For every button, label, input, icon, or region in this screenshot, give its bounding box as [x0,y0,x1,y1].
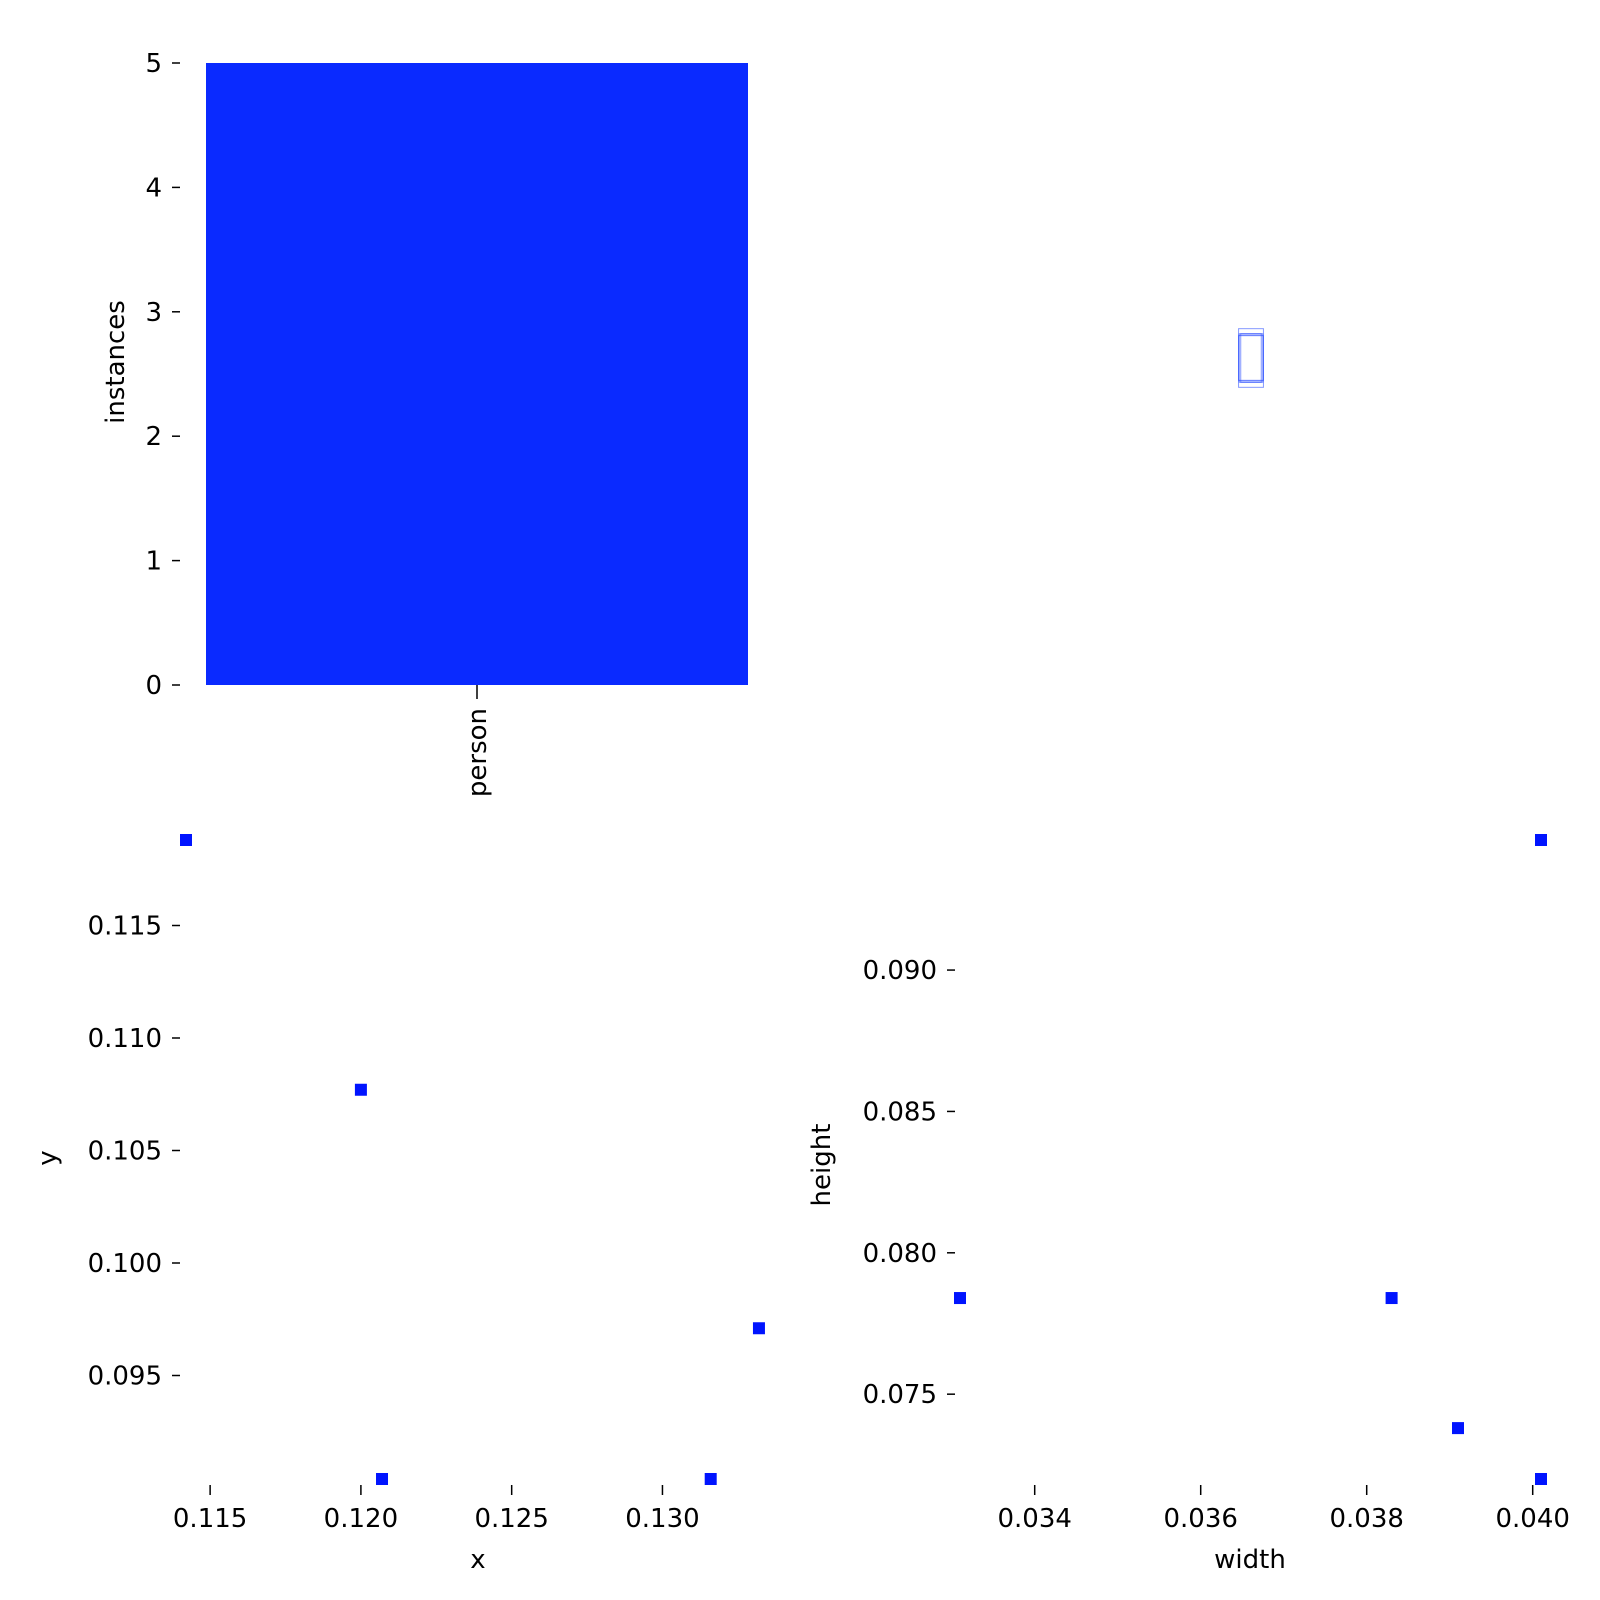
ytick-label: 0.105 [88,1137,162,1167]
box-outline [1238,335,1264,381]
bar-ylabel: instances [101,300,131,424]
xtick-label: 0.115 [173,1504,247,1534]
bar-ytick-label: 2 [145,422,162,452]
bar-ytick-label: 3 [145,298,162,328]
box-outline [1238,334,1264,382]
ytick-label: 0.090 [863,956,937,986]
box-outline [1238,328,1264,388]
xy-scatter-plot: x y 0.115 0.120 0.125 0.130 0.095 0.100 0.105 0… [33,834,765,1575]
xtick-label: 0.040 [1495,1504,1569,1534]
xtick-label: 0.125 [474,1504,548,1534]
box-outline [1240,333,1262,383]
scatter-point [376,1473,389,1485]
scatter-point [704,1473,717,1485]
ytick-label: 0.100 [88,1249,162,1279]
xtick-label: 0.036 [1163,1504,1237,1534]
ytick-label: 0.110 [88,1024,162,1054]
bar-ytick-label: 5 [145,49,162,79]
box-outline [1238,333,1264,383]
xy-xlabel: x [470,1545,485,1575]
ytick-label: 0.115 [88,912,162,942]
scatter-point [354,1083,367,1096]
bar-xtick-label: person [463,708,493,797]
bar-ytick-label: 4 [145,173,162,203]
scatter-point [180,834,192,846]
ytick-label: 0.095 [88,1362,162,1392]
instances-bar-chart: instances 0 1 2 3 4 5 person [101,49,748,797]
wh-ylabel: height [807,1124,837,1207]
xy-ylabel: y [33,1150,63,1165]
scatter-point [1385,1292,1398,1305]
scatter-point [1535,834,1547,846]
bar-ytick-label: 1 [145,547,162,577]
scatter-point [1535,1473,1547,1485]
xtick-label: 0.038 [1329,1504,1403,1534]
xtick-label: 0.034 [997,1504,1071,1534]
scatter-point [1452,1422,1464,1435]
ytick-label: 0.085 [863,1097,937,1127]
ytick-label: 0.080 [863,1239,937,1269]
scatter-point [954,1292,966,1305]
ytick-label: 0.075 [863,1380,937,1410]
xtick-label: 0.130 [625,1504,699,1534]
bar-ytick-label: 0 [145,671,162,701]
xtick-label: 0.120 [324,1504,398,1534]
scatter-point [752,1322,765,1335]
wh-xlabel: width [1214,1545,1286,1575]
box-outlines-plot [1238,328,1264,388]
width-height-scatter-plot: width height 0.034 0.036 0.038 0.040 0.075 0.… [807,834,1570,1575]
bar-person [206,63,748,685]
